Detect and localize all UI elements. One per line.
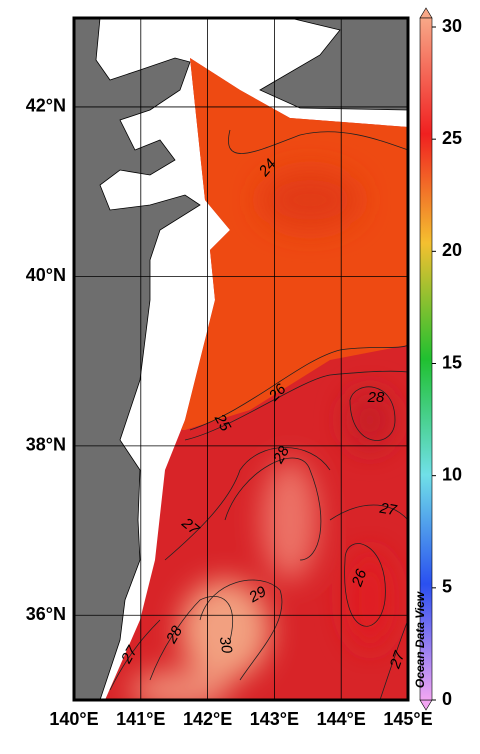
contour-label: 27 [386,648,408,671]
colorbar-tick-label: 5 [442,577,452,597]
colorbar-top-arrow [419,7,433,19]
contour-line [149,596,234,681]
x-tick-label: 142°E [183,709,232,729]
y-tick-label: 42°N [26,96,66,116]
contour-line [224,457,322,561]
x-tick-label: 143°E [250,709,299,729]
colorbar-tick-label: 20 [442,240,462,260]
contour-label: 27 [377,499,398,519]
y-tick-label: 38°N [26,435,66,455]
colorbar-tick-label: 10 [442,464,462,484]
land-honshu [74,18,201,700]
contour-line [184,370,408,441]
contour-label: 28 [367,389,385,406]
colorbar-tick-label: 0 [442,689,452,709]
contour-label: 28 [270,443,294,467]
contour-line [228,129,408,154]
watermark: Ocean Data View [413,591,427,688]
contour-label: 27 [118,643,142,667]
colorbar-tick-label: 15 [442,352,462,372]
contour-label: 28 [163,623,187,647]
land-hokkaido [259,18,408,111]
contour-label: 26 [348,566,370,589]
grid [74,18,408,700]
x-tick-label: 144°E [317,709,366,729]
colorbar [419,17,433,701]
x-tick-label: 140°E [49,709,98,729]
contour-line [379,619,408,700]
contour-line [344,543,386,627]
contour-line [349,386,396,441]
y-tick-label: 36°N [26,604,66,624]
colorbar-tick-label: 30 [442,16,462,36]
contour-label: 29 [245,583,269,607]
x-tick-label: 145°E [383,709,432,729]
contour-line [164,447,331,561]
contour-line [109,619,161,691]
contour-line [189,344,408,431]
contour-label: 25 [210,410,234,434]
colorbar-tick-label: 25 [442,128,462,148]
y-tick-label: 40°N [26,265,66,285]
x-tick-label: 141°E [116,709,165,729]
contour-label: 30 [216,635,236,655]
map-area [74,18,408,700]
map-frame [72,16,410,702]
contour-line [329,504,408,521]
contour-line [199,579,283,681]
